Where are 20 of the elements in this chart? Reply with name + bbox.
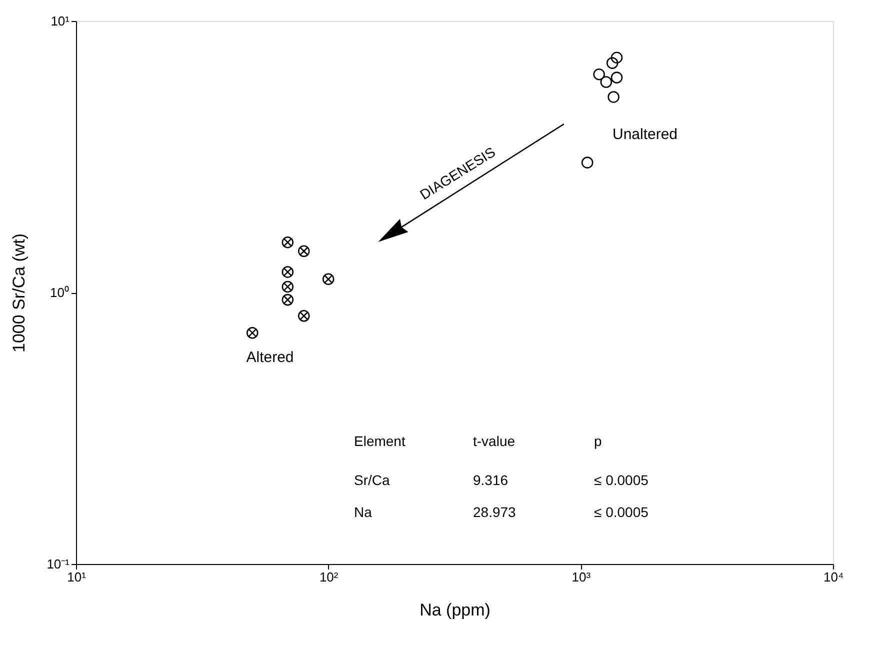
x-tick-label: 10²	[319, 570, 339, 584]
y-axis-title: 1000 Sr/Ca (wt)	[10, 233, 29, 353]
annotation: 9.316	[473, 472, 508, 488]
annotation: 28.973	[473, 504, 516, 520]
series-label: Altered	[246, 349, 294, 366]
annotation: p	[594, 433, 602, 449]
y-tick-label: 10⁻¹	[46, 556, 70, 572]
annotation: ≤ 0.0005	[594, 504, 649, 520]
x-tick-label: 10³	[572, 570, 592, 584]
annotation: Sr/Ca	[354, 472, 390, 488]
x-tick-label: 10¹	[67, 570, 87, 584]
x-tick-label: 10⁴	[823, 570, 844, 584]
annotation: Na	[354, 504, 372, 520]
annotation: ≤ 0.0005	[594, 472, 649, 488]
y-tick-label: 10¹	[50, 14, 70, 28]
y-tick-label: 10⁰	[50, 285, 70, 300]
x-axis-title: Na (ppm)	[420, 600, 490, 620]
annotation: Element	[354, 433, 406, 449]
annotation: t-value	[473, 433, 516, 449]
series-label: Unaltered	[612, 126, 678, 143]
